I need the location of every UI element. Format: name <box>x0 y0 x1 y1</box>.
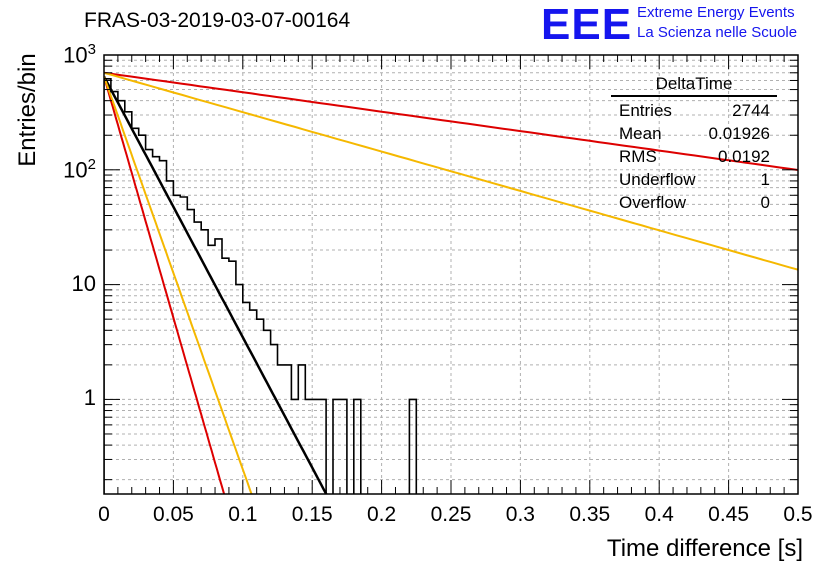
x-tick-label: 0 <box>98 503 110 526</box>
curves <box>104 71 798 494</box>
stats-row-mean: Mean 0.01926 <box>619 124 770 143</box>
x-tick-label: 0.35 <box>569 503 611 526</box>
logo-line-1: Extreme Energy Events <box>637 4 795 21</box>
y-tick-label: 1 <box>83 385 96 411</box>
logo-line-2: La Scienza nelle Scuole <box>637 24 798 41</box>
x-tick-label: 0.45 <box>708 503 750 526</box>
logo-subtitle: Extreme Energy Events La Scienza nelle S… <box>637 3 797 43</box>
curve-fit <box>104 75 328 494</box>
x-tick-label: 0.2 <box>366 503 397 526</box>
chart-title: FRAS-03-2019-03-07-00164 <box>84 9 351 32</box>
histogram-deltatime <box>104 78 418 494</box>
curve-group <box>104 71 798 494</box>
curve-red-steep <box>104 76 226 494</box>
x-tick-label: 0.15 <box>291 503 333 526</box>
stats-box: DeltaTime Entries 2744 Mean 0.01926 RMS 0.0… <box>611 72 777 214</box>
x-tick-label: 0.5 <box>783 503 813 526</box>
stats-row-rms: RMS 0.0192 <box>619 147 770 166</box>
eee-logo: EEE <box>541 0 633 49</box>
tick-marks <box>103 54 799 494</box>
y-tick-label: 102 <box>63 155 96 183</box>
x-axis-label: Time difference [s] <box>606 535 803 562</box>
stats-title: DeltaTime <box>611 72 777 97</box>
y-axis-label: Entries/bin <box>14 53 41 167</box>
curve-yellow-steep <box>104 76 253 494</box>
x-tick-label: 0.05 <box>152 503 194 526</box>
curve-red-shallow <box>104 71 798 171</box>
curve-yellow-shallow <box>104 71 798 271</box>
y-tick-label: 10 <box>71 270 96 296</box>
x-tick-label: 0.3 <box>505 503 535 526</box>
stats-row-overflow: Overflow 0 <box>619 193 770 212</box>
y-tick-label: 103 <box>63 41 96 68</box>
stats-row-entries: Entries 2744 <box>619 101 770 120</box>
x-tick-label: 0.1 <box>228 503 258 526</box>
stats-row-underflow: Underflow 1 <box>619 170 770 189</box>
x-tick-label: 0.4 <box>644 503 674 526</box>
x-tick-label: 0.25 <box>430 503 472 526</box>
